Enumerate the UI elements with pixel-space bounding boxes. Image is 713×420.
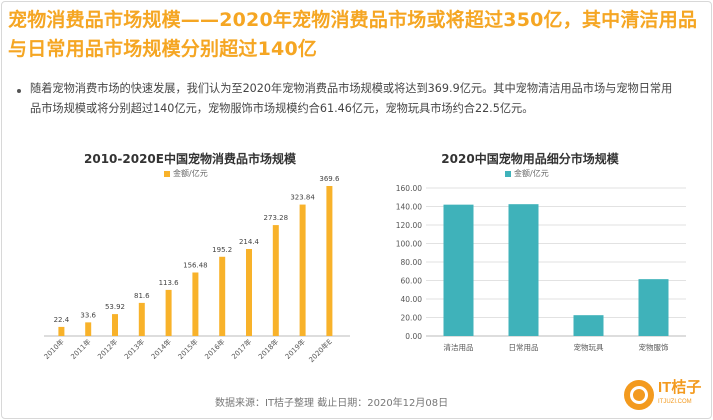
x-tick-label: 2018年 xyxy=(256,337,280,361)
bar xyxy=(326,186,333,336)
bar xyxy=(299,204,306,336)
y-tick-label: 40.00 xyxy=(401,295,423,304)
x-tick-label: 2012年 xyxy=(95,337,119,361)
logo-subtext: ITJUZI.COM xyxy=(658,399,692,405)
y-tick-label: 80.00 xyxy=(401,258,423,267)
legend-label: 金额/亿元 xyxy=(173,169,208,178)
logo-text: IT桔子 xyxy=(658,379,702,396)
y-tick-label: 20.00 xyxy=(401,314,423,323)
y-tick-label: 60.00 xyxy=(401,277,423,286)
right-chart-legend: 金额/亿元 xyxy=(505,168,549,179)
y-tick-label: 140.00 xyxy=(396,203,422,212)
x-tick-label: 宠物玩具 xyxy=(574,342,604,352)
logo-wordmark: IT桔子 ITJUZI.COM xyxy=(658,380,701,410)
bar-value-label: 33.6 xyxy=(80,311,96,319)
source-note: 数据来源：IT桔子整理 截止日期：2020年12月08日 xyxy=(215,398,449,409)
legend-swatch xyxy=(164,170,170,177)
bar xyxy=(192,272,199,336)
bar xyxy=(246,248,252,336)
bar xyxy=(638,279,669,336)
left-chart-legend: 金额/亿元 xyxy=(164,168,208,179)
bar xyxy=(85,322,92,336)
bullet-marker xyxy=(17,89,21,93)
x-tick-label: 2019年 xyxy=(283,337,307,361)
bar-value-label: 156.48 xyxy=(183,261,208,269)
bar xyxy=(58,326,65,336)
page-title: 宠物消费品市场规模——2020年宠物消费品市场或将超过350亿，其中清洁用品与日… xyxy=(8,9,698,60)
x-tick-label: 日常用品 xyxy=(509,343,539,352)
bar-value-label: 113.6 xyxy=(159,279,180,287)
bar xyxy=(443,204,474,336)
legend-swatch xyxy=(505,170,511,177)
bar-value-label: 369.6 xyxy=(319,175,340,183)
bar xyxy=(112,314,118,336)
y-tick-label: 120.00 xyxy=(396,221,422,230)
x-tick-label: 2013年 xyxy=(122,337,146,361)
bar xyxy=(219,256,226,336)
bar-value-label: 195.2 xyxy=(212,246,232,254)
x-tick-label: 2015年 xyxy=(176,337,200,361)
logo-orange-icon xyxy=(624,380,654,410)
y-tick-label: 160.00 xyxy=(396,184,422,193)
x-tick-label: 2016年 xyxy=(203,337,227,361)
left-chart-title: 2010-2020E中国宠物消费品市场规模 xyxy=(84,152,296,166)
bar xyxy=(165,289,172,336)
bar-value-label: 22.4 xyxy=(54,316,70,324)
x-tick-label: 2014年 xyxy=(149,337,173,361)
bar xyxy=(573,315,604,336)
bar xyxy=(508,204,539,336)
bar-value-label: 214.4 xyxy=(239,238,260,246)
x-tick-label: 2010年 xyxy=(42,337,66,361)
x-tick-label: 2011年 xyxy=(69,337,93,361)
bar-value-label: 273.28 xyxy=(264,214,289,222)
legend-label: 金额/亿元 xyxy=(514,169,549,178)
bar xyxy=(138,302,145,336)
brand-logo: IT桔子 ITJUZI.COM xyxy=(624,380,701,410)
x-tick-label: 2017年 xyxy=(229,337,253,361)
y-tick-label: 100.00 xyxy=(396,240,422,249)
bar xyxy=(272,225,279,336)
y-tick-label: 0.00 xyxy=(405,332,422,341)
x-tick-label: 宠物服饰 xyxy=(639,342,669,352)
bar-value-label: 323.84 xyxy=(290,194,315,202)
x-tick-label: 清洁用品 xyxy=(444,342,474,352)
right-chart-title: 2020中国宠物用品细分市场规模 xyxy=(441,152,619,166)
summary-paragraph: 随着宠物消费市场的快速发展，我们认为至2020年宠物消费品市场规模或将达到369… xyxy=(30,82,673,115)
x-tick-label: 2020年E xyxy=(307,337,334,364)
bar-value-label: 53.92 xyxy=(105,303,125,311)
bar-value-label: 81.6 xyxy=(134,292,150,300)
